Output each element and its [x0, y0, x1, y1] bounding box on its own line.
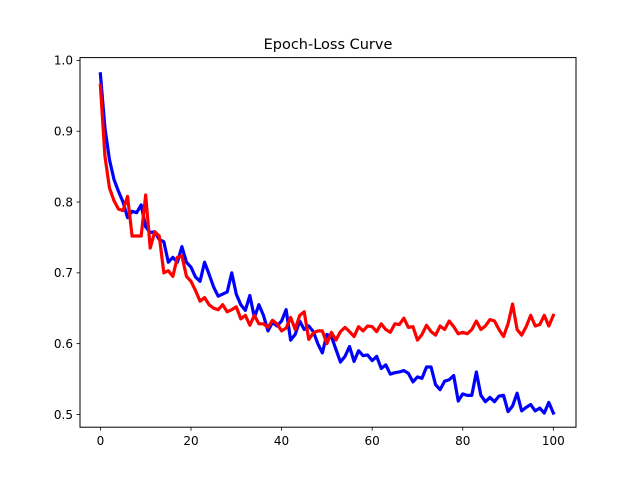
plot-frame	[79, 57, 577, 428]
x-tick-label: 40	[274, 434, 289, 448]
series-line-2	[98, 83, 556, 346]
series-layer	[98, 72, 556, 416]
y-tick-label: 0.7	[54, 266, 73, 280]
x-tick-label: 0	[97, 434, 105, 448]
x-axis: 0 20 40 60 80 100	[97, 427, 565, 448]
x-tick-label: 80	[455, 434, 470, 448]
y-tick-label: 0.8	[54, 195, 73, 209]
x-tick-label: 100	[542, 434, 565, 448]
y-tick-label: 0.6	[54, 337, 73, 351]
y-tick-label: 0.9	[54, 125, 73, 139]
y-tick-label: 0.5	[54, 408, 73, 422]
chart-title: Epoch-Loss Curve	[264, 37, 393, 53]
series-line-1	[98, 72, 556, 416]
x-tick-label: 60	[365, 434, 380, 448]
x-tick-label: 20	[183, 434, 198, 448]
y-tick-label: 1.0	[54, 54, 73, 68]
y-axis: 0.5 0.6 0.7 0.8 0.9 1.0	[54, 54, 80, 422]
